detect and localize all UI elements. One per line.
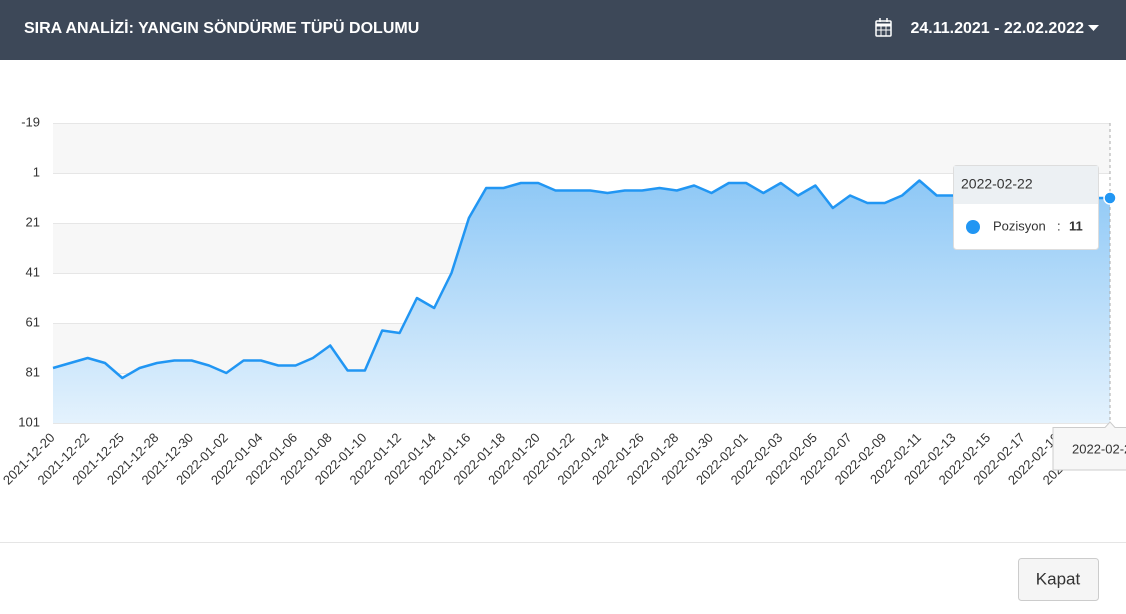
area-line [52,179,1110,380]
hover-point [1103,191,1117,205]
calendar-icon [875,18,892,37]
plot-band [53,123,1110,173]
tooltip-header [954,166,1098,204]
y-tick-label: 1 [33,164,40,179]
dropdown-caret[interactable] [1088,25,1099,31]
chart: -191214161811012021-12-202021-12-222021-… [0,114,1126,488]
crosshair-label-box [1052,421,1126,471]
tooltip-dot [966,220,980,234]
tooltip-date: 2022-02-22 [961,176,1033,192]
header-title: SIRA ANALİZİ: YANGIN SÖNDÜRME TÜPÜ DOLUM… [24,18,419,37]
y-tick-label: 81 [26,364,40,379]
header-bar [0,0,1126,60]
tooltip-colon: : [1057,218,1061,233]
y-tick-label: -19 [21,114,40,129]
tooltip-value: 11 [1069,218,1083,233]
y-tick-label: 41 [26,264,40,279]
y-tick-label: 101 [18,414,40,429]
close-button-label[interactable]: Kapat [1036,569,1081,588]
crosshair-label: 2022-02-22 [1072,441,1126,456]
close-button[interactable] [1018,558,1099,601]
date-range[interactable]: 24.11.2021 - 22.02.2022 [911,20,1085,37]
tooltip-series-name: Pozisyon [993,218,1046,233]
y-tick-label: 61 [26,314,40,329]
y-tick-label: 21 [26,214,40,229]
area-fill [53,180,1110,423]
